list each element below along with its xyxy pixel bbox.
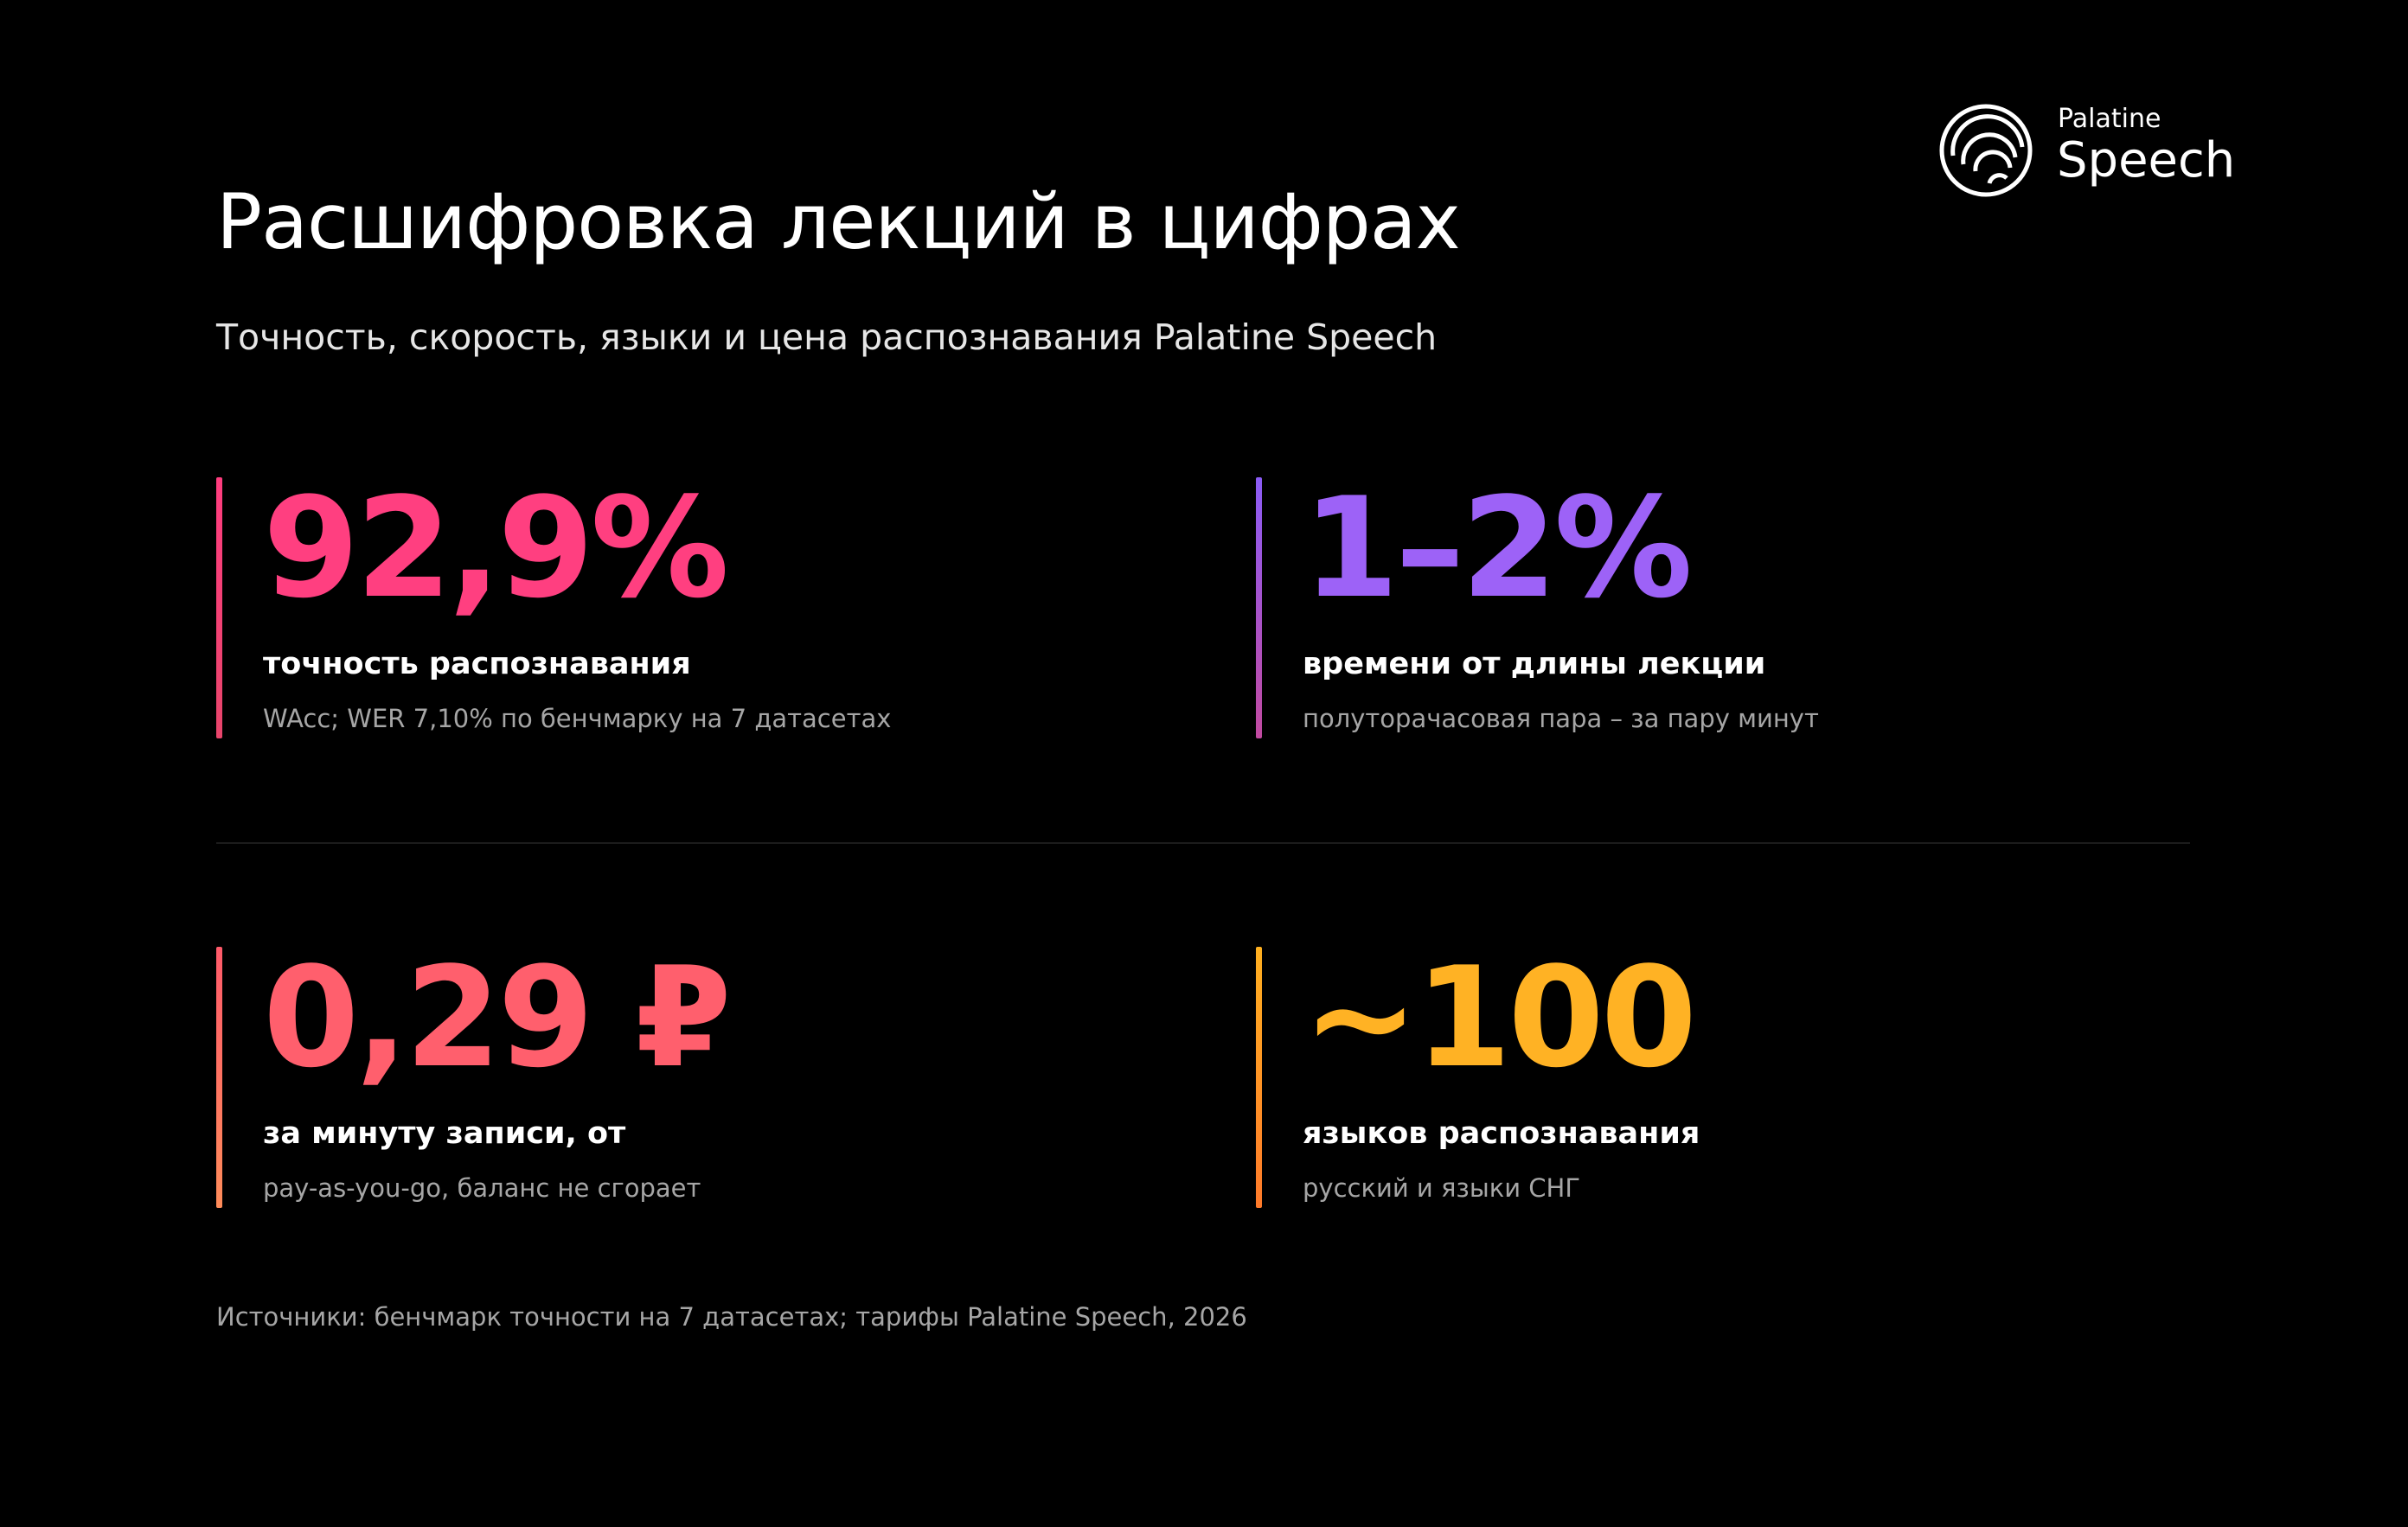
stat-note: полуторачасовая пара – за пару минут (1303, 704, 1819, 733)
stat-card: 92,9% точность распознавания WAcc; WER 7… (216, 477, 1168, 738)
divider (216, 842, 2190, 844)
stat-note: WAcc; WER 7,10% по бенчмарку на 7 датасе… (263, 704, 892, 733)
stat-note: русский и языки СНГ (1303, 1173, 1581, 1203)
accent-bar (216, 477, 222, 738)
stat-card: 0,29 ₽ за минуту записи, от pay-as-you-g… (216, 947, 1168, 1208)
stat-card: ~100 языков распознавания русский и язык… (1256, 947, 2207, 1208)
subtitle: Точность, скорость, языки и цена распозн… (216, 316, 1438, 358)
title: Расшифровка лекций в цифрах (216, 177, 1461, 266)
logo-text: Palatine (2058, 104, 2161, 134)
accent-bar (1256, 947, 1262, 1208)
stat-label: языков распознавания (1303, 1116, 1700, 1151)
stat-value: ~100 (1303, 936, 1697, 1098)
stat-label: за минуту записи, от (263, 1116, 626, 1151)
stat-value: 92,9% (263, 467, 729, 629)
stat-label: времени от длины лекции (1303, 647, 1766, 681)
source-note: Источники: бенчмарк точности на 7 датасе… (216, 1302, 1247, 1332)
stat-note: pay-as-you-go, баланс не сгорает (263, 1173, 701, 1203)
accent-bar (1256, 477, 1262, 738)
stat-card: 1–2% времени от длины лекции полуторачас… (1256, 477, 2207, 738)
accent-bar (216, 947, 222, 1208)
logo-icon (1939, 104, 2033, 197)
stat-value: 0,29 ₽ (263, 936, 732, 1098)
stat-label: точность распознавания (263, 647, 691, 681)
logo-text: Speech (2057, 132, 2236, 188)
stat-value: 1–2% (1303, 467, 1693, 629)
